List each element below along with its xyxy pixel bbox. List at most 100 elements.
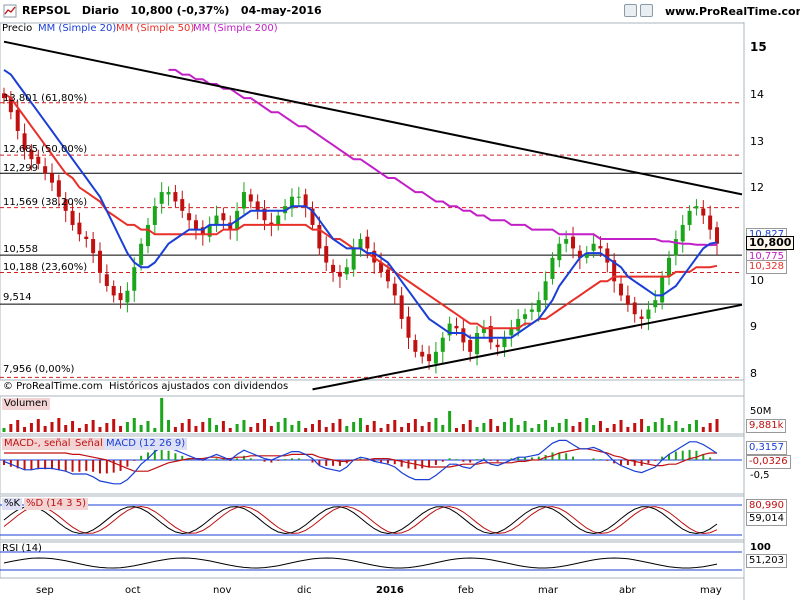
volume-bar-84 <box>578 422 582 432</box>
legend-mm20[interactable]: MM (Simple 20) <box>38 23 117 34</box>
rsi-line <box>3 557 718 569</box>
volume-bar-92 <box>633 423 637 432</box>
volume-bar-83 <box>571 426 575 432</box>
candle-body-73 <box>502 337 507 348</box>
volume-bar-55 <box>379 428 383 432</box>
candle-body-19 <box>132 267 137 291</box>
candle-body-29 <box>200 227 205 235</box>
macd-label-hist[interactable]: MACD-, señal <box>2 438 73 450</box>
macd-hist-101 <box>695 450 698 460</box>
macd-label-macd[interactable]: MACD (12 26 9) <box>104 438 188 450</box>
volume-bar-31 <box>215 425 219 432</box>
y-tick-13: 13 <box>750 135 764 148</box>
stoch-value-1: 80,990 <box>746 499 787 513</box>
candle-body-10 <box>70 210 75 225</box>
volume-bar-3 <box>23 427 27 432</box>
maximize-button[interactable] <box>640 4 653 17</box>
candle-body-35 <box>241 192 246 209</box>
volume-bar-88 <box>605 428 609 432</box>
stoch-k-line <box>3 506 718 535</box>
fib-label-0000: 7,956 (0,00%) <box>3 364 75 375</box>
macd-hist-75 <box>517 457 520 460</box>
volume-bar-51 <box>352 422 356 432</box>
candle-body-55 <box>379 262 384 272</box>
stoch-k-label[interactable]: %K <box>2 498 23 510</box>
candle-body-59 <box>406 316 411 338</box>
volume-bar-77 <box>530 428 534 432</box>
chart-icon[interactable] <box>3 4 17 18</box>
candle-body-62 <box>427 354 432 362</box>
macd-hist-38 <box>263 460 266 462</box>
macd-hist-82 <box>565 453 568 460</box>
macd-hist-90 <box>620 460 623 466</box>
volume-bar-62 <box>427 422 431 432</box>
volume-bar-48 <box>331 423 335 432</box>
volume-bar-73 <box>502 422 506 432</box>
candle-body-56 <box>385 269 390 282</box>
legend-mm200[interactable]: MM (Simple 200) <box>193 23 278 34</box>
candle-body-49 <box>337 271 342 277</box>
volume-bar-70 <box>482 423 486 432</box>
candle-body-52 <box>358 239 363 249</box>
volume-bar-14 <box>98 427 102 432</box>
macd-hist-99 <box>681 450 684 460</box>
chart-canvas[interactable] <box>0 22 800 600</box>
macd-hist-64 <box>441 460 444 462</box>
minimize-button[interactable] <box>624 4 637 17</box>
macd-hist-100 <box>688 449 691 460</box>
volume-bar-75 <box>516 425 520 432</box>
y-tick-10: 10 <box>750 274 764 287</box>
volume-bar-34 <box>235 424 239 432</box>
mm50-price-tag: 10,328 <box>746 260 787 274</box>
legend-price[interactable]: Precio <box>2 23 33 34</box>
fib-label-9514: 9,514 <box>3 292 32 303</box>
candle-body-37 <box>255 201 260 211</box>
candle-body-38 <box>262 208 267 221</box>
rsi-label[interactable]: RSI (14) <box>2 543 42 554</box>
candle-body-4 <box>29 149 34 160</box>
candle-body-95 <box>653 300 658 308</box>
volume-bar-56 <box>386 424 390 432</box>
volume-bar-24 <box>167 420 171 432</box>
candle-body-45 <box>310 208 315 225</box>
macd-hist-16 <box>112 460 115 473</box>
legend-mm50[interactable]: MM (Simple 50) <box>116 23 195 34</box>
volume-bar-58 <box>400 427 404 432</box>
volume-bar-9 <box>64 425 68 432</box>
macd-value-1: 0,3157 <box>746 441 787 455</box>
stoch-d-label[interactable]: %D (14 3 5) <box>24 498 88 510</box>
volume-bar-85 <box>585 418 589 432</box>
volume-bar-86 <box>592 425 596 432</box>
macd-hist-20 <box>140 455 143 460</box>
volume-bar-67 <box>461 424 465 432</box>
candle-body-83 <box>571 236 576 249</box>
candle-body-11 <box>77 222 82 235</box>
macd-hist-66 <box>455 459 458 460</box>
fib-label-3820: 11,569 (38,20%) <box>3 197 88 208</box>
candle-body-27 <box>187 213 192 221</box>
candle-body-7 <box>49 173 54 183</box>
volume-bar-63 <box>434 418 438 432</box>
volume-bar-44 <box>304 428 308 432</box>
candle-body-51 <box>351 248 356 270</box>
candle-body-96 <box>660 276 665 303</box>
volume-bar-97 <box>667 425 671 432</box>
candle-body-31 <box>214 215 219 225</box>
macd-hist-78 <box>537 456 540 460</box>
volume-bar-23 <box>160 398 164 432</box>
candle-body-36 <box>248 194 253 202</box>
candle-body-13 <box>91 239 96 254</box>
macd-hist-32 <box>222 459 225 460</box>
volume-bar-10 <box>71 421 75 432</box>
candle-body-5 <box>36 156 41 164</box>
volume-bar-6 <box>43 426 47 432</box>
candle-body-65 <box>447 323 452 336</box>
volume-bar-57 <box>393 420 397 432</box>
volume-label[interactable]: Volumen <box>2 398 50 410</box>
volume-bar-22 <box>153 428 157 432</box>
x-tick-2016: 2016 <box>376 585 404 596</box>
chart-title-bar: REPSOL Diario 10,800 (-0,37%) 04-may-201… <box>0 0 800 22</box>
macd-label-signal[interactable]: Señal <box>73 438 105 450</box>
macd-hist-18 <box>126 460 129 467</box>
macd-hist-35 <box>242 455 245 460</box>
